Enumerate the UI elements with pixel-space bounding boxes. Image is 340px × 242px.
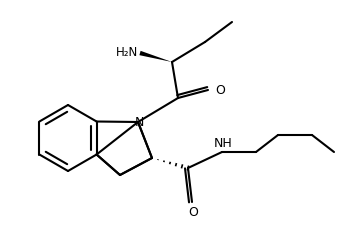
- Text: N: N: [134, 116, 144, 129]
- Text: O: O: [188, 206, 198, 219]
- Text: H₂N: H₂N: [116, 46, 138, 60]
- Text: NH: NH: [214, 137, 232, 150]
- Text: O: O: [215, 83, 225, 97]
- Polygon shape: [139, 51, 172, 62]
